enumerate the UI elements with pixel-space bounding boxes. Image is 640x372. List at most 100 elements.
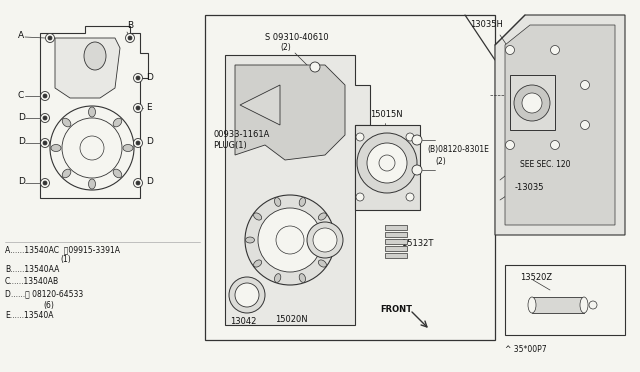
Text: (2): (2) xyxy=(280,43,291,52)
Circle shape xyxy=(43,116,47,120)
Text: 15020N: 15020N xyxy=(275,315,308,324)
Ellipse shape xyxy=(84,42,106,70)
Text: 15015N: 15015N xyxy=(370,110,403,119)
Ellipse shape xyxy=(113,118,122,127)
Circle shape xyxy=(589,301,597,309)
Text: (B)08120-8301E: (B)08120-8301E xyxy=(427,145,489,154)
Circle shape xyxy=(48,36,52,40)
Circle shape xyxy=(125,33,134,42)
Circle shape xyxy=(128,36,132,40)
Circle shape xyxy=(80,136,104,160)
Circle shape xyxy=(258,208,322,272)
Text: A: A xyxy=(18,32,24,41)
Circle shape xyxy=(134,103,143,112)
Circle shape xyxy=(514,85,550,121)
Ellipse shape xyxy=(62,118,71,127)
Polygon shape xyxy=(55,38,120,98)
Text: B: B xyxy=(127,22,133,31)
Ellipse shape xyxy=(318,213,326,220)
Circle shape xyxy=(412,165,422,175)
Bar xyxy=(505,265,625,335)
Circle shape xyxy=(40,138,49,148)
Circle shape xyxy=(134,138,143,148)
Circle shape xyxy=(357,133,417,193)
Circle shape xyxy=(356,133,364,141)
Text: D: D xyxy=(146,138,153,147)
Text: SEE SEC. 120: SEE SEC. 120 xyxy=(520,160,570,169)
Circle shape xyxy=(40,113,49,122)
Circle shape xyxy=(136,76,140,80)
Text: D: D xyxy=(18,138,25,147)
Text: 13042: 13042 xyxy=(230,317,257,326)
Polygon shape xyxy=(235,65,345,160)
Bar xyxy=(510,75,555,130)
Text: E......13540A: E......13540A xyxy=(5,311,54,320)
Text: D: D xyxy=(146,73,153,81)
Text: 13520Z: 13520Z xyxy=(520,273,552,282)
Circle shape xyxy=(313,228,337,252)
Circle shape xyxy=(229,277,265,313)
Text: (1): (1) xyxy=(60,255,71,264)
Ellipse shape xyxy=(88,107,95,117)
Text: 13035H: 13035H xyxy=(470,20,503,29)
Ellipse shape xyxy=(299,198,305,206)
Polygon shape xyxy=(495,15,625,235)
Circle shape xyxy=(45,33,54,42)
Text: C: C xyxy=(18,90,24,99)
Circle shape xyxy=(506,45,515,55)
Circle shape xyxy=(522,93,542,113)
Circle shape xyxy=(550,45,559,55)
Text: ^ 35*00P7: ^ 35*00P7 xyxy=(505,345,547,354)
Circle shape xyxy=(40,179,49,187)
Bar xyxy=(385,253,407,258)
Text: E: E xyxy=(146,103,152,112)
Circle shape xyxy=(406,193,414,201)
Text: A......13540AC  Ⓦ09915-3391A: A......13540AC Ⓦ09915-3391A xyxy=(5,245,120,254)
Circle shape xyxy=(580,121,589,129)
Text: D: D xyxy=(18,112,25,122)
Bar xyxy=(205,15,495,340)
Circle shape xyxy=(50,106,134,190)
Circle shape xyxy=(550,141,559,150)
Ellipse shape xyxy=(275,274,281,282)
Ellipse shape xyxy=(580,297,588,313)
Text: S 09310-40610: S 09310-40610 xyxy=(265,33,328,42)
Polygon shape xyxy=(505,25,615,225)
Circle shape xyxy=(43,141,47,145)
Circle shape xyxy=(406,133,414,141)
Ellipse shape xyxy=(253,260,262,267)
Text: C......13540AB: C......13540AB xyxy=(5,277,59,286)
Polygon shape xyxy=(40,26,148,198)
Bar xyxy=(355,125,420,210)
Polygon shape xyxy=(225,55,370,325)
Circle shape xyxy=(245,195,335,285)
Circle shape xyxy=(43,94,47,98)
Circle shape xyxy=(136,141,140,145)
Text: D: D xyxy=(146,177,153,186)
Text: -13035: -13035 xyxy=(515,183,545,192)
Circle shape xyxy=(134,74,143,83)
Circle shape xyxy=(134,179,143,187)
Text: (2): (2) xyxy=(435,157,445,166)
Circle shape xyxy=(276,226,304,254)
Text: FRONT: FRONT xyxy=(380,305,412,314)
Circle shape xyxy=(506,141,515,150)
Circle shape xyxy=(235,283,259,307)
Circle shape xyxy=(379,155,395,171)
Ellipse shape xyxy=(113,169,122,178)
Ellipse shape xyxy=(318,260,326,267)
Circle shape xyxy=(412,135,422,145)
Ellipse shape xyxy=(246,237,255,243)
Circle shape xyxy=(367,143,407,183)
Text: PLUG(1): PLUG(1) xyxy=(213,141,247,150)
Ellipse shape xyxy=(88,179,95,189)
Ellipse shape xyxy=(51,144,61,151)
Circle shape xyxy=(307,222,343,258)
Circle shape xyxy=(310,62,320,72)
Ellipse shape xyxy=(275,198,281,206)
Circle shape xyxy=(136,106,140,110)
Bar xyxy=(532,297,584,313)
Ellipse shape xyxy=(253,213,262,220)
Text: B......13540AA: B......13540AA xyxy=(5,265,60,274)
Polygon shape xyxy=(240,85,280,125)
